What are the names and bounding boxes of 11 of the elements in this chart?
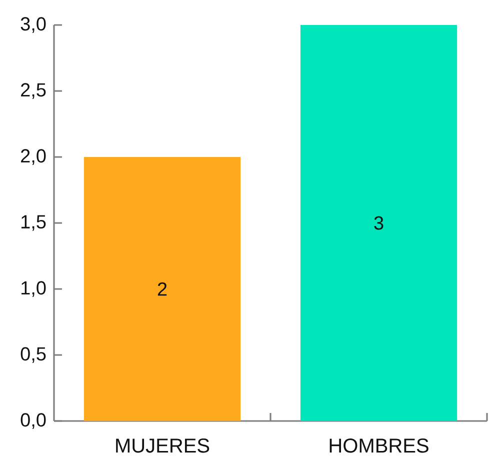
y-tick-label: 2,0 — [21, 149, 46, 165]
y-tick-label: 0,0 — [20, 413, 46, 429]
x-tick-label: HOMBRES — [330, 438, 428, 453]
x-tick-label: MUJERES — [116, 438, 210, 453]
y-tick-label: 2,5 — [21, 83, 46, 99]
y-tick-label: 1,5 — [22, 215, 46, 231]
data-label: 3 — [374, 216, 384, 230]
y-tick-label: 0,5 — [20, 347, 46, 363]
y-tick-label: 1,0 — [22, 281, 46, 297]
data-label: 2 — [158, 282, 167, 296]
y-tick-label: 3,0 — [20, 17, 46, 33]
